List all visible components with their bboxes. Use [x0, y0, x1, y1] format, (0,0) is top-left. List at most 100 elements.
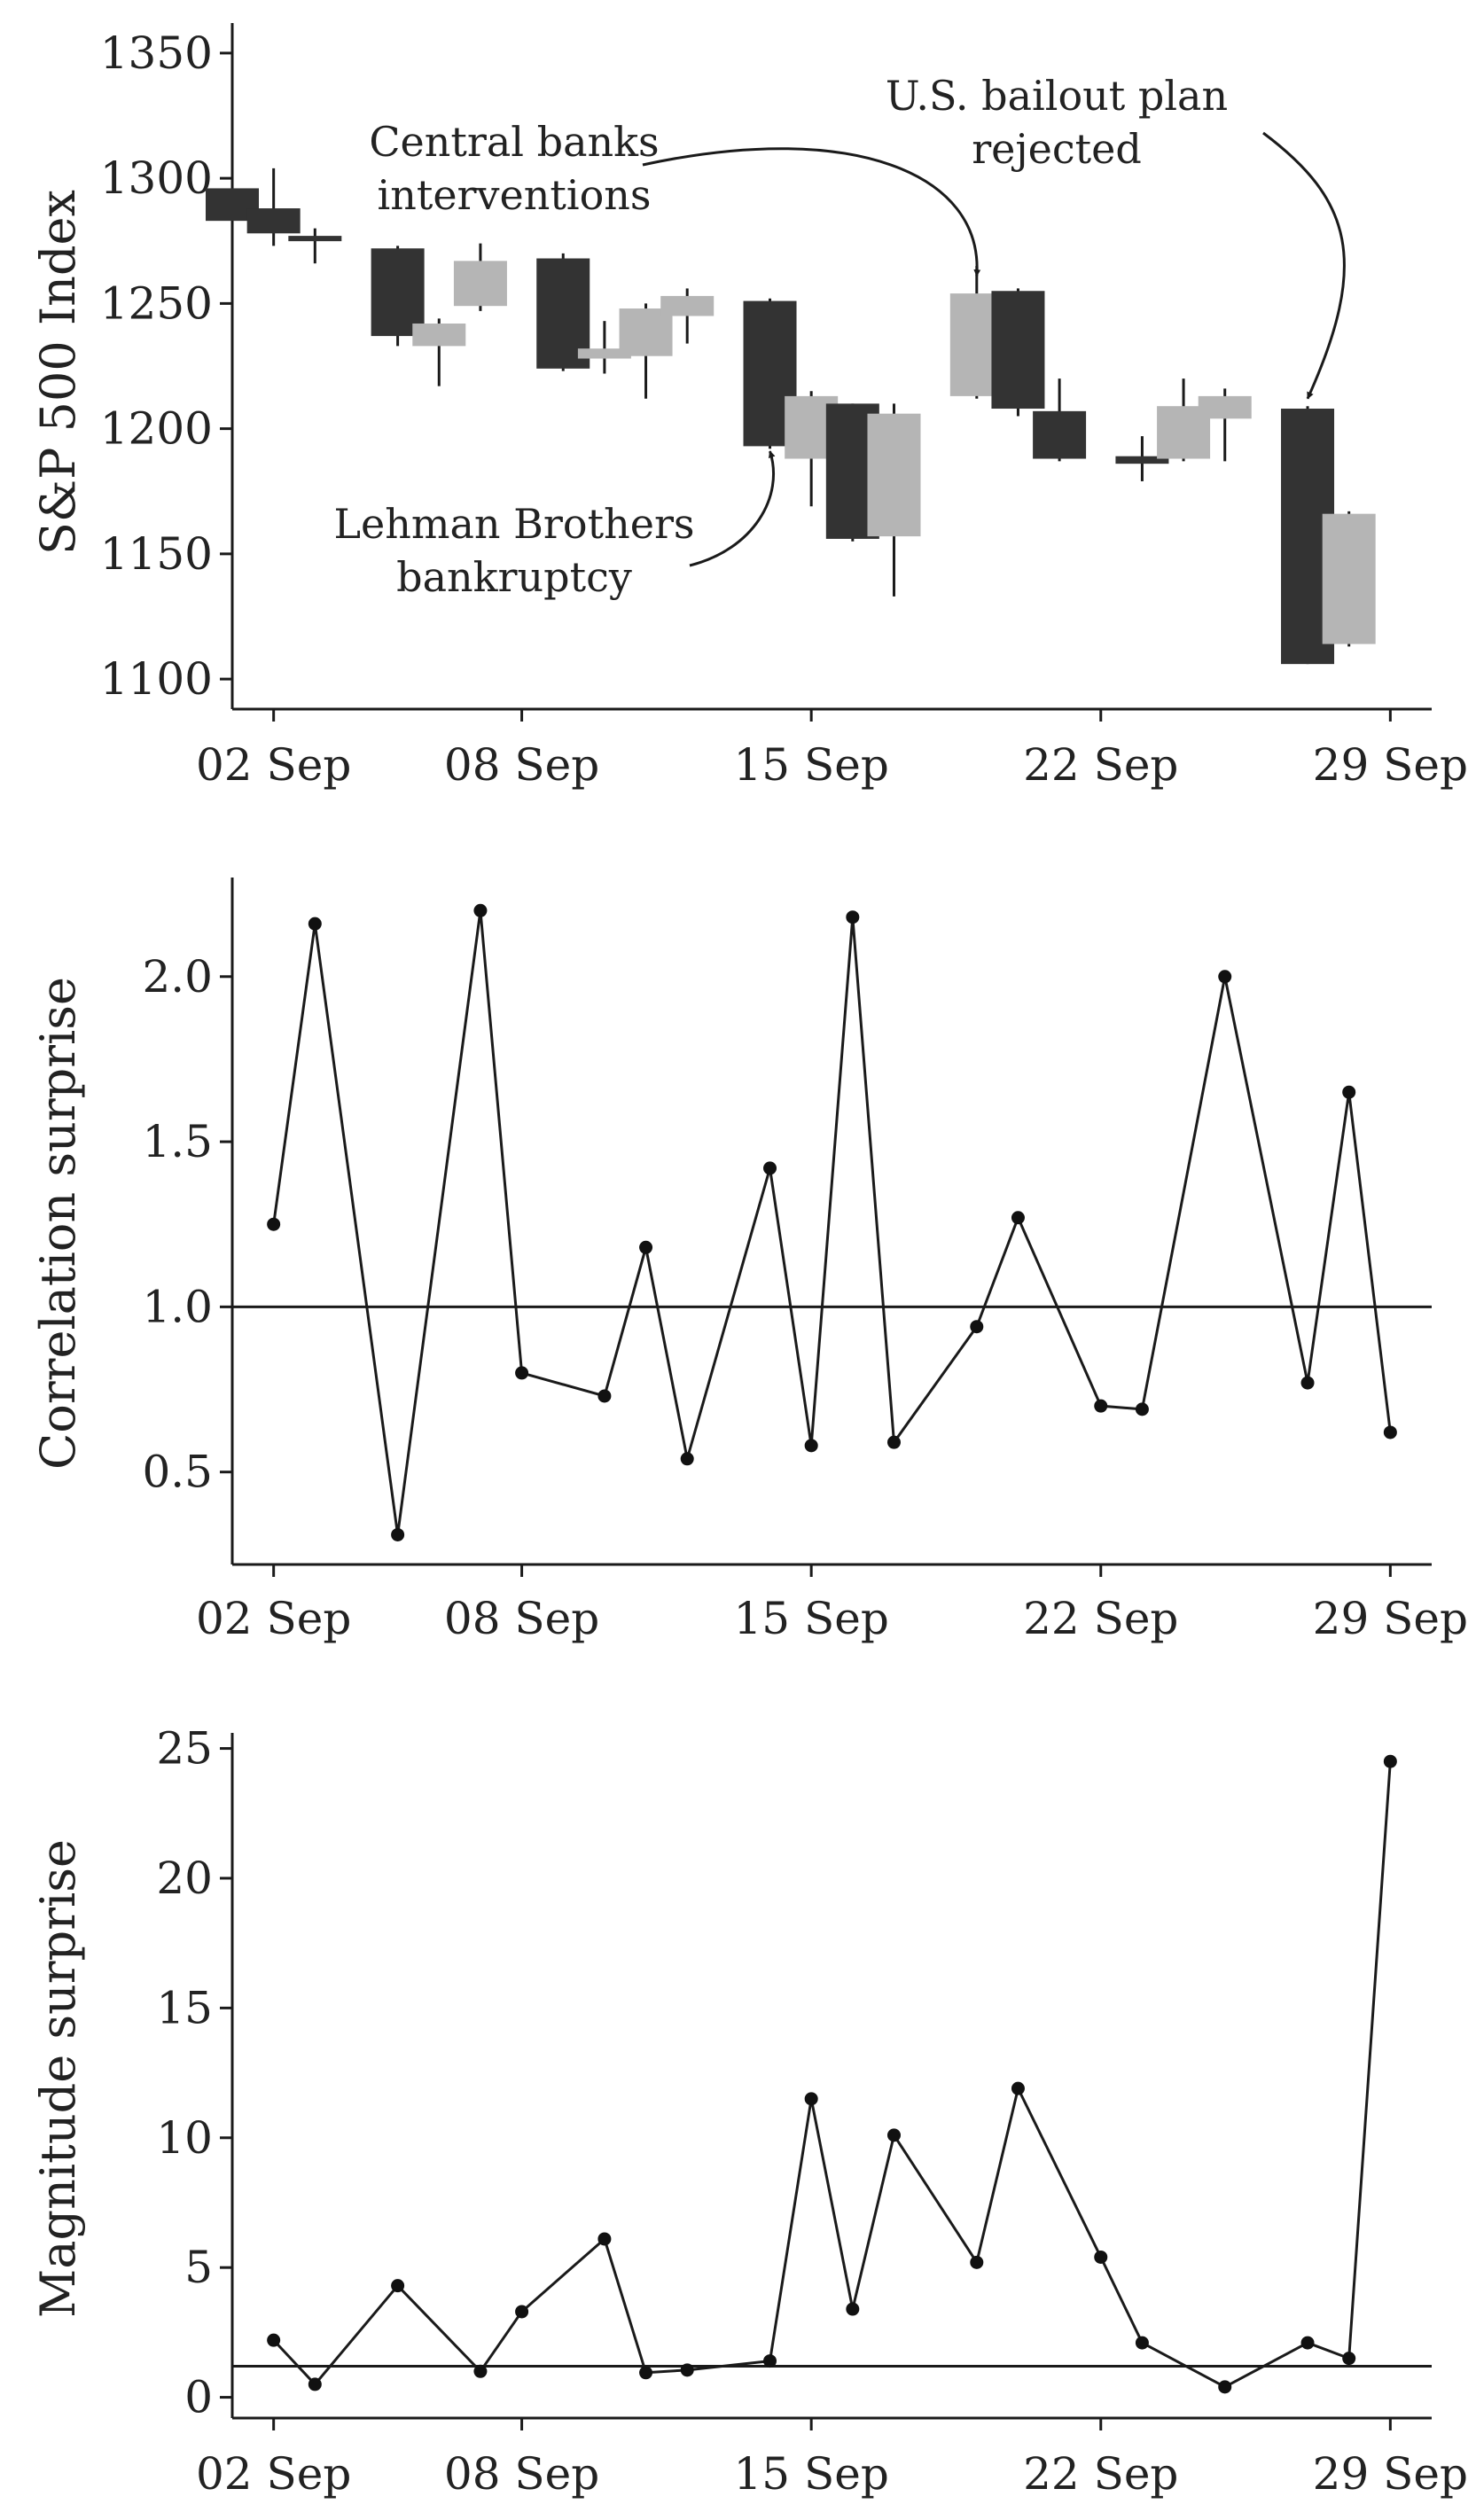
data-point — [639, 1240, 653, 1254]
data-point — [1218, 2380, 1232, 2394]
data-point — [1342, 2352, 1356, 2366]
x-tick-label: 15 Sep — [733, 2448, 888, 2500]
x-tick-label: 08 Sep — [444, 2448, 599, 2500]
data-point — [267, 1217, 281, 1231]
data-point — [846, 2302, 860, 2316]
data-point — [1011, 1211, 1025, 1225]
candle-down — [371, 248, 425, 337]
y-tick-label: 10 — [156, 2112, 213, 2164]
x-tick-label: 29 Sep — [1313, 739, 1468, 791]
y-tick-label: 15 — [156, 1982, 213, 2033]
data-point — [804, 1439, 818, 1453]
y-axis-label: Correlation surprise — [30, 977, 86, 1470]
candle-down — [991, 291, 1045, 410]
data-point — [267, 2333, 281, 2347]
x-tick-label: 02 Sep — [196, 2448, 351, 2500]
x-tick-label: 22 Sep — [1023, 2448, 1178, 2500]
y-tick-label: 1.0 — [142, 1281, 213, 1332]
data-point — [846, 910, 860, 925]
sp500-candlestick-panel: 1100 1150 1200 1250 1300 1350 02 Sep 08 Sep 15 S… — [30, 23, 1468, 791]
annotation-text: U.S. bailout plan rejected — [886, 72, 1228, 173]
annotation-line: Central banks — [369, 118, 659, 166]
candle-up — [1322, 513, 1376, 644]
y-tick-label: 0.5 — [142, 1447, 213, 1498]
series-line — [272, 909, 1392, 1536]
annotation-line: Lehman Brothers — [333, 500, 694, 548]
data-point — [1218, 970, 1232, 984]
annotation-arrow — [689, 450, 776, 567]
data-point — [680, 1452, 694, 1466]
data-point — [1383, 1754, 1397, 1768]
series-line — [272, 1761, 1392, 2389]
data-point — [680, 2363, 694, 2377]
annotation-text: Central banks interventions — [369, 118, 659, 219]
y-tick-label: 1250 — [100, 277, 213, 329]
candle-up — [577, 348, 631, 359]
annotation-arrow — [642, 147, 981, 277]
x-tick-label: 02 Sep — [196, 739, 351, 791]
data-point — [886, 2128, 901, 2142]
data-point — [970, 2255, 984, 2269]
candle-down — [288, 236, 342, 242]
data-point — [308, 917, 322, 931]
candle-down — [1033, 410, 1087, 459]
data-point — [515, 1366, 529, 1380]
data-point — [639, 2366, 653, 2380]
data-point — [1135, 2336, 1149, 2350]
y-tick-label: 25 — [156, 1723, 213, 1775]
data-point — [308, 2377, 322, 2391]
data-point — [763, 2354, 777, 2368]
data-point — [473, 2364, 488, 2378]
data-point — [391, 2279, 405, 2293]
magnitude-surprise-panel: 0 5 10 15 20 25 02 Sep 08 Sep 15 Sep 22 Sep 29 Sep… — [30, 1723, 1468, 2500]
y-tick-label: 1150 — [100, 528, 213, 580]
annotation-arrow — [1262, 131, 1346, 400]
candle-up — [660, 295, 715, 316]
data-point — [1300, 2336, 1315, 2350]
data-point — [1094, 2250, 1108, 2264]
annotation-text: Lehman Brothers bankruptcy — [333, 500, 694, 601]
candle-down — [246, 208, 301, 234]
y-tick-label: 0 — [184, 2372, 213, 2423]
data-point — [763, 1161, 777, 1175]
data-point — [1342, 1085, 1356, 1099]
data-point — [473, 903, 488, 917]
x-tick-label: 08 Sep — [444, 739, 599, 791]
x-tick-label: 15 Sep — [733, 1593, 888, 1644]
y-axis-label: Magnitude surprise — [30, 1839, 86, 2318]
x-tick-label: 02 Sep — [196, 1593, 351, 1644]
y-tick-label: 1350 — [100, 27, 213, 79]
data-point — [1135, 1402, 1149, 1416]
candle-up — [412, 323, 466, 347]
y-tick-label: 20 — [156, 1853, 213, 1904]
annotation-line: rejected — [972, 125, 1142, 173]
correlation-surprise-panel: 0.5 1.0 1.5 2.0 02 Sep 08 Sep 15 Sep 22 Sep 29 S… — [30, 878, 1468, 1644]
y-tick-label: 5 — [184, 2242, 213, 2293]
candle-down — [1115, 456, 1169, 464]
data-point — [1383, 1425, 1397, 1439]
y-tick-label: 1200 — [100, 403, 213, 455]
candle-up — [867, 413, 921, 537]
y-tick-label: 1100 — [100, 653, 213, 705]
data-point — [515, 2305, 529, 2319]
x-tick-label: 22 Sep — [1023, 739, 1178, 791]
data-point — [1011, 2081, 1025, 2095]
data-point — [886, 1435, 901, 1449]
annotation-line: interventions — [378, 171, 652, 219]
data-point — [1300, 1376, 1315, 1390]
y-tick-label: 1.5 — [142, 1116, 213, 1167]
y-tick-label: 1300 — [100, 152, 213, 204]
x-tick-label: 29 Sep — [1313, 1593, 1468, 1644]
data-point — [597, 2232, 612, 2246]
data-point — [970, 1320, 984, 1334]
data-point — [1094, 1399, 1108, 1413]
x-tick-label: 29 Sep — [1313, 2448, 1468, 2500]
data-point — [391, 1527, 405, 1541]
candle-up — [453, 261, 507, 307]
data-point — [597, 1389, 612, 1403]
x-tick-label: 22 Sep — [1023, 1593, 1178, 1644]
y-axis-label: S&P 500 Index — [30, 190, 86, 555]
annotation-line: bankruptcy — [396, 553, 632, 601]
x-tick-label: 15 Sep — [733, 739, 888, 791]
